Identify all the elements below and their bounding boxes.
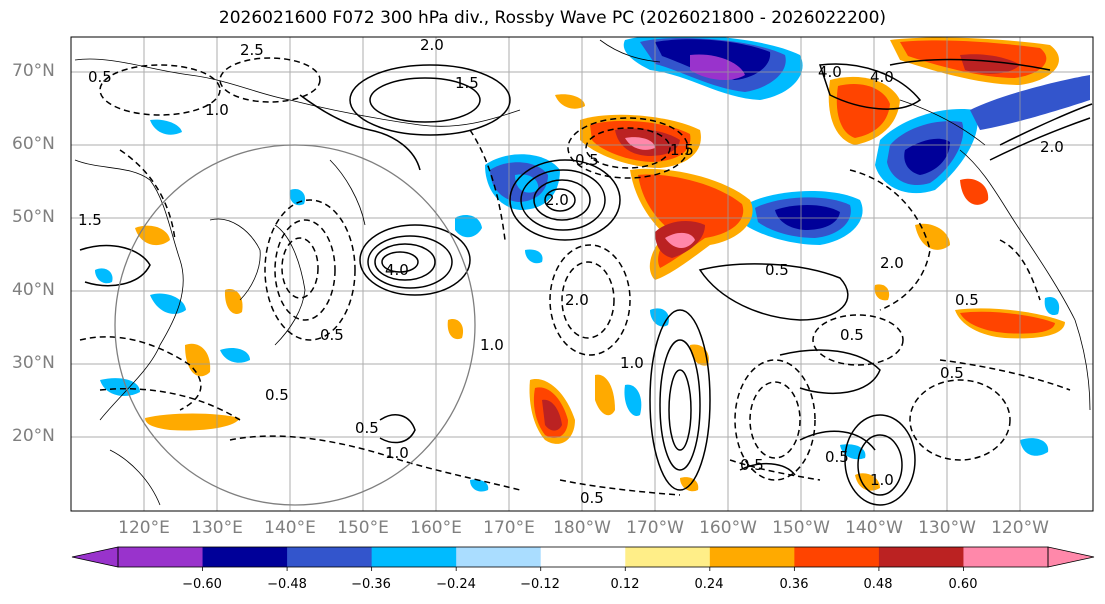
- lon-label: 150°W: [772, 518, 830, 538]
- colorbar-swatch: [540, 547, 626, 567]
- contour-label: 1.5: [455, 74, 479, 92]
- contour-label: 4.0: [870, 68, 894, 86]
- colorbar-swatch: [625, 547, 711, 567]
- contour-label: 1.0: [620, 354, 644, 372]
- colorbar-swatch: [963, 547, 1049, 567]
- lon-label: 180°W: [553, 518, 611, 538]
- colorbar: [71, 546, 1095, 571]
- contour-label: 2.0: [1040, 138, 1064, 156]
- contour-label: 0.5: [825, 448, 849, 466]
- colorbar-tick-label: 0.36: [779, 577, 809, 592]
- lon-label: 130°W: [918, 518, 976, 538]
- colorbar-tick-label: 0.48: [863, 577, 893, 592]
- contour-label: 0.5: [265, 386, 289, 404]
- lat-label: 60°N: [12, 134, 55, 154]
- map-frame: [70, 36, 1094, 512]
- lat-label: 50°N: [12, 207, 55, 227]
- solid-contours: [79, 58, 1093, 506]
- colorbar-tick-label: −0.36: [351, 577, 391, 592]
- contour-label: 4.0: [385, 261, 409, 279]
- colorbar-swatch: [118, 547, 204, 567]
- lat-label: 70°N: [12, 61, 55, 81]
- contour-label: 2.0: [565, 291, 589, 309]
- contour-label: 2.0: [420, 36, 444, 54]
- lon-label: 160°E: [410, 518, 462, 538]
- lon-label: 120°E: [118, 518, 170, 538]
- colorbar-tick-label: 0.60: [948, 577, 978, 592]
- lon-label: 160°W: [699, 518, 757, 538]
- map-title: 2026021600 F072 300 hPa div., Rossby Wav…: [218, 8, 887, 28]
- colorbar-swatch: [287, 547, 373, 567]
- colorbar-tick-label: 0.24: [694, 577, 724, 592]
- negative-anomaly-top: [623, 37, 803, 100]
- colorbar-swatch: [202, 547, 288, 567]
- contour-label: 0.5: [840, 326, 864, 344]
- contour-label: 2.5: [240, 41, 264, 59]
- dashed-contours: [79, 57, 1071, 496]
- contour-label: 0.5: [580, 489, 604, 507]
- contour-label: 0.5: [740, 456, 764, 474]
- colorbar-tick-label: −0.60: [182, 577, 222, 592]
- lon-label: 120°W: [991, 518, 1049, 538]
- colorbar-swatch: [371, 547, 457, 567]
- contour-label: 1.0: [480, 336, 504, 354]
- colorbar-tick-label: −0.24: [436, 577, 476, 592]
- positive-anomaly-central: [135, 37, 1065, 492]
- lon-label: 130°E: [191, 518, 243, 538]
- colorbar-swatch: [709, 547, 795, 567]
- lon-label: 140°W: [845, 518, 903, 538]
- lon-label: 170°W: [626, 518, 684, 538]
- negative-anomaly-alaska: [875, 75, 1090, 194]
- colorbar-tick-label: −0.48: [267, 577, 307, 592]
- colorbar-swatch: [878, 547, 964, 567]
- lat-label: 40°N: [12, 280, 55, 300]
- lat-label: 20°N: [12, 426, 55, 446]
- colorbar-extend-low: [71, 546, 119, 568]
- lon-label: 150°E: [337, 518, 389, 538]
- contour-label: 2.0: [545, 191, 569, 209]
- colorbar-swatch: [456, 547, 542, 567]
- lon-label: 170°E: [483, 518, 535, 538]
- colorbar-swatch: [794, 547, 880, 567]
- contour-label: 1.0: [870, 471, 894, 489]
- contour-label: 0.5: [765, 261, 789, 279]
- contour-label: 2.0: [880, 254, 904, 272]
- contour-label: 0.5: [940, 364, 964, 382]
- contour-label: 0.5: [320, 326, 344, 344]
- lat-label: 30°N: [12, 353, 55, 373]
- coastlines: [74, 39, 1091, 506]
- colorbar-frame: [117, 546, 1049, 568]
- contour-label: 4.0: [818, 63, 842, 81]
- contour-label: 0.5: [575, 151, 599, 169]
- contour-label: 0.5: [88, 68, 112, 86]
- contour-label: 1.0: [385, 444, 409, 462]
- lon-label: 140°E: [264, 518, 316, 538]
- contour-label: 0.5: [355, 419, 379, 437]
- colorbar-extend-high: [1047, 546, 1095, 568]
- contour-label: 1.0: [205, 101, 229, 119]
- contour-label: 0.5: [955, 291, 979, 309]
- contour-label: 1.5: [670, 141, 694, 159]
- shaded-field-layer: [95, 37, 1090, 492]
- colorbar-tick-label: −0.12: [520, 577, 560, 592]
- contour-label: 1.5: [78, 211, 102, 229]
- colorbar-tick-label: 0.12: [610, 577, 640, 592]
- reference-circles: [114, 144, 476, 506]
- contour-labels: 0.5 1.0 1.5 2.0 4.0 2.0 1.0 0.5 1.0 4.0 …: [78, 36, 1064, 507]
